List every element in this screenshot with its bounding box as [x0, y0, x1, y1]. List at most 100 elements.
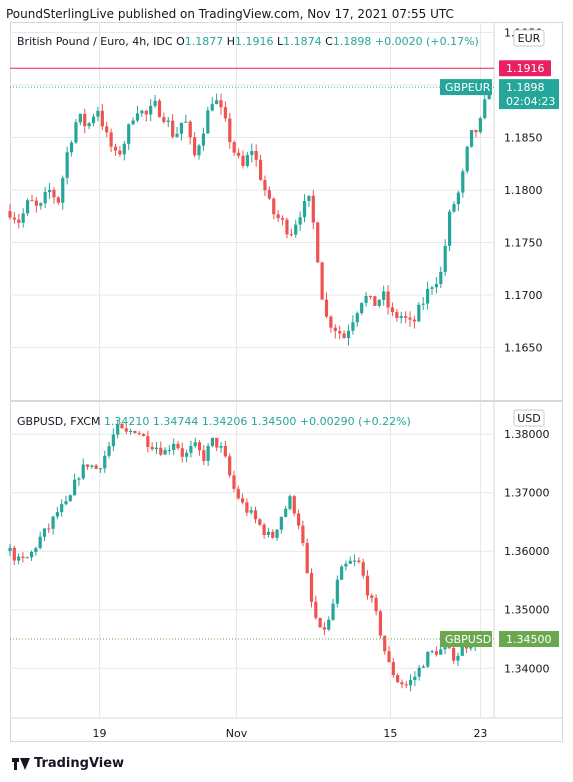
candle-body	[43, 192, 47, 204]
candle-body	[137, 433, 141, 435]
candle-body	[180, 448, 184, 457]
candle-body	[157, 100, 162, 118]
candle-body	[340, 566, 344, 580]
candle-body	[122, 143, 126, 155]
candle-body	[215, 100, 219, 105]
candle-body	[131, 120, 135, 125]
candle-body	[426, 651, 430, 667]
candle-body	[154, 447, 159, 450]
candle-body	[395, 312, 399, 319]
candle-body	[38, 536, 42, 549]
candle-body	[452, 204, 456, 212]
candle-body	[116, 423, 120, 435]
candle-body	[159, 447, 163, 455]
candle-body	[456, 192, 460, 205]
candle-body	[42, 528, 47, 537]
candle-body	[193, 137, 197, 156]
candle-body	[197, 145, 201, 156]
candle-body	[439, 271, 443, 284]
candle-body	[232, 142, 236, 153]
candle-body	[98, 468, 103, 470]
candle-body	[365, 575, 370, 596]
candle-body	[275, 529, 279, 538]
candle-body	[56, 197, 60, 203]
ohlc-high: 1.34744	[153, 415, 202, 428]
candle-body	[232, 475, 236, 489]
y-tick-label: 1.1750	[504, 237, 543, 250]
candle-body	[399, 316, 403, 319]
candle-body	[21, 213, 25, 223]
candle-body	[408, 317, 412, 320]
candle-body	[47, 528, 51, 530]
candle-body	[400, 682, 404, 685]
candle-body	[94, 465, 98, 469]
candle-body	[335, 579, 339, 604]
price-tag-bg	[499, 79, 559, 110]
candle-body	[404, 316, 408, 318]
candle-body	[465, 146, 469, 172]
ohlc-open: 1.1877	[185, 35, 227, 48]
candle-body	[285, 219, 289, 235]
candle-body	[184, 452, 189, 457]
pane-legend: British Pound / Euro, 4h, IDC O1.1877 H1…	[17, 35, 479, 48]
candle-body	[263, 179, 267, 191]
y-tick-label: 1.37000	[504, 487, 550, 500]
candle-body	[327, 619, 331, 630]
y-tick-label: 1.38000	[504, 428, 550, 441]
pane-title: GBPUSD, FXCM	[17, 415, 104, 428]
candle-body	[141, 434, 146, 437]
pane-title: British Pound / Euro, 4h, IDC	[17, 35, 176, 48]
y-tick-label: 1.1800	[504, 184, 543, 197]
candle-body	[60, 504, 64, 513]
currency-label: USD	[517, 412, 541, 425]
candle-body	[236, 488, 240, 499]
candle-body	[25, 557, 29, 559]
candle-body	[430, 651, 434, 653]
y-tick-label: 1.34000	[504, 662, 550, 675]
pane-legend: GBPUSD, FXCM 1.34210 1.34744 1.34206 1.3…	[17, 415, 411, 428]
candle-body	[383, 635, 387, 652]
tradingview-footer[interactable]: TradingView	[12, 756, 124, 771]
candle-body	[329, 316, 333, 328]
candle-body	[206, 110, 210, 134]
symbol-tag-bg	[440, 79, 492, 96]
high-line-label-bg	[499, 60, 551, 77]
candle-body	[210, 104, 214, 111]
candle-body	[357, 560, 361, 563]
candle-body	[74, 122, 78, 143]
candle-body	[202, 450, 206, 461]
candle-body	[193, 442, 197, 447]
candle-body	[140, 110, 144, 114]
candle-body	[127, 124, 131, 144]
candle-body	[296, 513, 301, 526]
y-tick-label: 1.35000	[504, 604, 550, 617]
candle-body	[144, 110, 148, 115]
candle-body	[90, 465, 94, 467]
candle-body	[189, 446, 193, 453]
candle-body	[311, 195, 315, 223]
candle-body	[346, 330, 351, 339]
candle-body	[133, 431, 137, 434]
candle-body	[307, 195, 311, 202]
candle-body	[289, 234, 293, 236]
x-tick-label: Nov	[226, 727, 248, 740]
candle-body	[223, 445, 227, 457]
candle-body	[417, 304, 421, 322]
candle-body	[316, 222, 320, 263]
candle-body	[469, 130, 474, 147]
candle-body	[188, 121, 192, 138]
candle-body	[412, 319, 417, 322]
candle-body	[386, 291, 390, 308]
candle-body	[223, 107, 228, 119]
candle-body	[447, 211, 452, 246]
candle-body	[288, 496, 292, 509]
candle-body	[314, 601, 318, 618]
candle-body	[258, 159, 263, 180]
candle-body	[322, 627, 327, 630]
candle-body	[228, 456, 232, 476]
candle-body	[390, 307, 395, 313]
candle-body	[103, 455, 107, 469]
candle-body	[8, 547, 12, 552]
candle-body	[364, 296, 368, 303]
